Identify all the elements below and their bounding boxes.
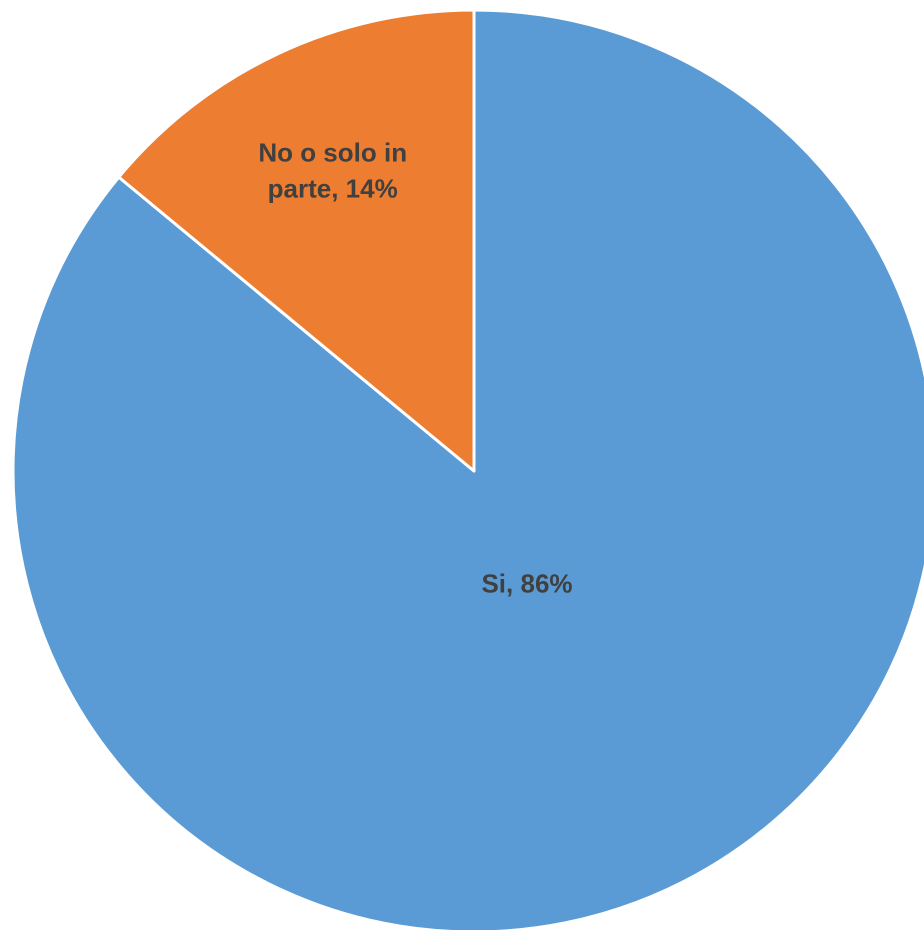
data-label-line: No o solo in <box>258 138 407 168</box>
pie-slices <box>11 8 924 930</box>
data-label-line: Si, 86% <box>481 569 572 599</box>
pie-slice-no-o-solo-in-parte <box>117 8 476 473</box>
data-label-line: parte, 14% <box>268 174 398 204</box>
pie-labels: Si, 86% No o solo in parte, 14% <box>258 138 572 599</box>
data-label-no-o-solo-in-parte: No o solo in parte, 14% <box>258 138 407 204</box>
data-label-si: Si, 86% <box>481 569 572 599</box>
pie-slice-si <box>11 8 924 930</box>
